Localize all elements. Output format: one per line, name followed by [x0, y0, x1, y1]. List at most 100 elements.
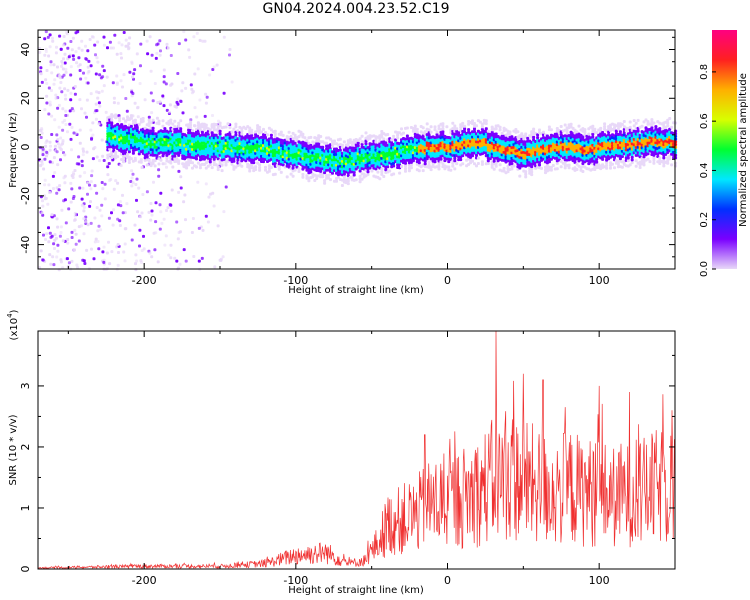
heat-cell: [262, 160, 265, 164]
heat-cell: [55, 45, 58, 49]
y-tick-label: 1: [19, 504, 32, 511]
heat-cell: [338, 148, 342, 152]
heat-cell: [457, 131, 461, 135]
heat-cell: [269, 133, 273, 137]
heat-cell: [133, 68, 137, 72]
heat-cell: [473, 127, 476, 131]
heat-cell: [41, 204, 45, 208]
heat-cell: [133, 121, 137, 125]
heat-cell: [145, 163, 149, 167]
heat-cell: [72, 195, 76, 198]
colorbar-tick-label: 0.2: [699, 212, 710, 228]
heat-cell: [662, 164, 666, 168]
heat-cell: [184, 218, 187, 222]
x-tick-label: 0: [444, 274, 451, 287]
heat-cell: [147, 115, 151, 119]
heat-cell: [421, 169, 425, 173]
heat-cell: [102, 245, 106, 249]
heat-cell: [120, 123, 124, 127]
heat-cell: [273, 129, 277, 133]
heat-cell: [293, 133, 297, 137]
heat-cell: [191, 129, 194, 133]
heat-cell: [204, 182, 208, 186]
heat-cell: [441, 127, 445, 131]
heat-cell: [189, 120, 193, 124]
heat-cell: [463, 124, 467, 128]
heat-cell: [69, 91, 73, 95]
heat-cell: [82, 71, 85, 75]
heat-cell: [155, 51, 159, 55]
heat-cell: [120, 43, 124, 47]
heat-cell: [58, 34, 62, 38]
heat-cell: [392, 134, 396, 138]
heat-cell: [453, 156, 457, 160]
heat-cell: [116, 203, 120, 207]
heat-cell: [409, 163, 413, 167]
heat-cell: [48, 33, 52, 37]
heat-cell: [204, 101, 208, 105]
heat-cell: [176, 237, 180, 241]
heat-cell: [198, 128, 202, 132]
heat-cell: [82, 209, 86, 213]
heat-cell: [264, 165, 267, 169]
heat-cell: [441, 122, 445, 126]
heat-cell: [100, 138, 104, 142]
heat-cell: [158, 100, 162, 104]
heat-cell: [289, 135, 293, 138]
heat-cell: [62, 151, 65, 155]
heat-cell: [494, 164, 498, 168]
y-tick-label: 0: [19, 566, 32, 573]
heat-cell: [101, 154, 105, 158]
heat-cell: [248, 126, 252, 130]
heat-cell: [258, 125, 262, 129]
heat-cell: [112, 208, 116, 212]
heat-cell: [58, 86, 62, 90]
heat-cell: [169, 243, 173, 247]
heat-cell: [106, 156, 110, 160]
heat-cell: [398, 171, 402, 175]
heat-cell: [47, 226, 50, 230]
heat-cell: [118, 219, 122, 223]
heat-cell: [114, 179, 118, 183]
heat-cell: [61, 140, 65, 144]
heat-cell: [107, 216, 111, 220]
heat-cell: [108, 40, 112, 44]
heat-cell: [52, 82, 56, 86]
heat-cell: [500, 131, 504, 135]
heat-cell: [44, 78, 48, 82]
heat-cell: [165, 156, 169, 160]
heat-cell: [122, 157, 125, 161]
heat-cell: [78, 69, 82, 72]
heat-cell: [42, 233, 45, 237]
y-tick-label: -40: [19, 236, 32, 254]
heat-cell: [63, 198, 67, 202]
heat-cell: [97, 91, 101, 95]
heat-cell: [494, 127, 498, 131]
heat-cell: [476, 156, 480, 160]
heat-cell: [43, 183, 47, 187]
heat-cell: [228, 53, 231, 57]
heat-cell: [81, 186, 85, 190]
heat-cell: [486, 129, 490, 133]
colorbar-tick-label: 0.6: [699, 113, 710, 129]
heat-cell: [66, 241, 70, 245]
heat-cell: [618, 130, 622, 134]
heat-cell: [133, 101, 137, 105]
heat-cell: [59, 136, 63, 140]
heat-cell: [98, 73, 102, 77]
heat-cell: [124, 97, 128, 100]
heat-cell: [187, 163, 191, 167]
heat-cell: [591, 124, 595, 128]
heat-cell: [338, 137, 342, 141]
heat-cell: [476, 162, 480, 165]
heat-cell: [192, 255, 196, 258]
heat-cell: [264, 168, 267, 172]
heat-cell: [646, 120, 650, 124]
y-tick-label: 40: [19, 43, 32, 57]
heat-cell: [340, 143, 344, 147]
heat-cell: [179, 127, 183, 131]
heat-cell: [165, 165, 168, 169]
snr-series: [37, 330, 675, 570]
heat-cell: [43, 157, 47, 161]
